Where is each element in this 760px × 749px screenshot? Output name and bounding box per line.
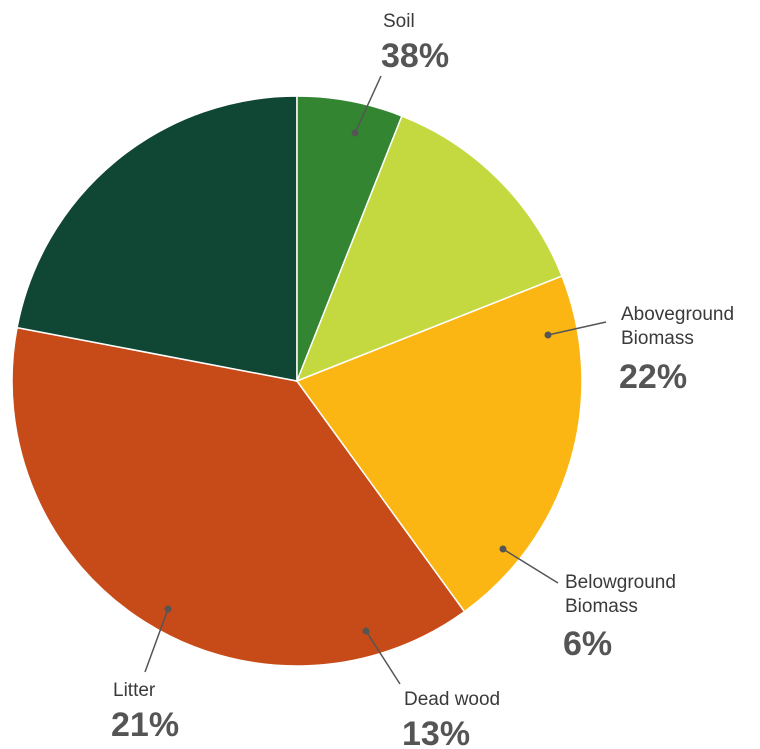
- pie-slice-dead-wood: [295, 115, 563, 383]
- leader-line-soil: [354, 75, 382, 134]
- slice-name-dead-wood: Dead wood: [404, 689, 500, 710]
- leader-dot-aboveground-biomass: [544, 331, 552, 339]
- leader-line-litter: [144, 608, 169, 673]
- leader-dot-belowground-biomass: [499, 545, 507, 553]
- leader-line-dead-wood: [365, 630, 401, 685]
- leader-dot-soil: [351, 129, 359, 137]
- pie-slices: [11, 95, 583, 667]
- slice-percent-soil: 38%: [381, 37, 449, 75]
- leader-dot-dead-wood: [362, 627, 370, 635]
- slice-percent-litter: 21%: [111, 706, 179, 744]
- pie-slice-litter: [295, 275, 583, 613]
- leader-lines: [144, 75, 607, 685]
- leader-line-aboveground-biomass: [547, 321, 607, 336]
- slice-name-belowground-biomass: Belowground Biomass: [565, 572, 676, 617]
- slice-name-litter: Litter: [113, 680, 156, 701]
- slice-name-soil: Soil: [383, 11, 415, 32]
- slice-percent-aboveground-biomass: 22%: [619, 358, 687, 396]
- leader-line-belowground-biomass: [502, 548, 559, 584]
- slice-name-aboveground-biomass: Aboveground Biomass: [621, 304, 734, 349]
- slice-labels: Soil 38% Aboveground Biomass 22% Belowground B…: [111, 11, 734, 749]
- slice-percent-belowground-biomass: 6%: [563, 625, 612, 663]
- leader-dot-litter: [164, 605, 172, 613]
- slice-percent-dead-wood: 13%: [402, 715, 470, 749]
- pie-slice-aboveground-biomass: [16, 95, 298, 382]
